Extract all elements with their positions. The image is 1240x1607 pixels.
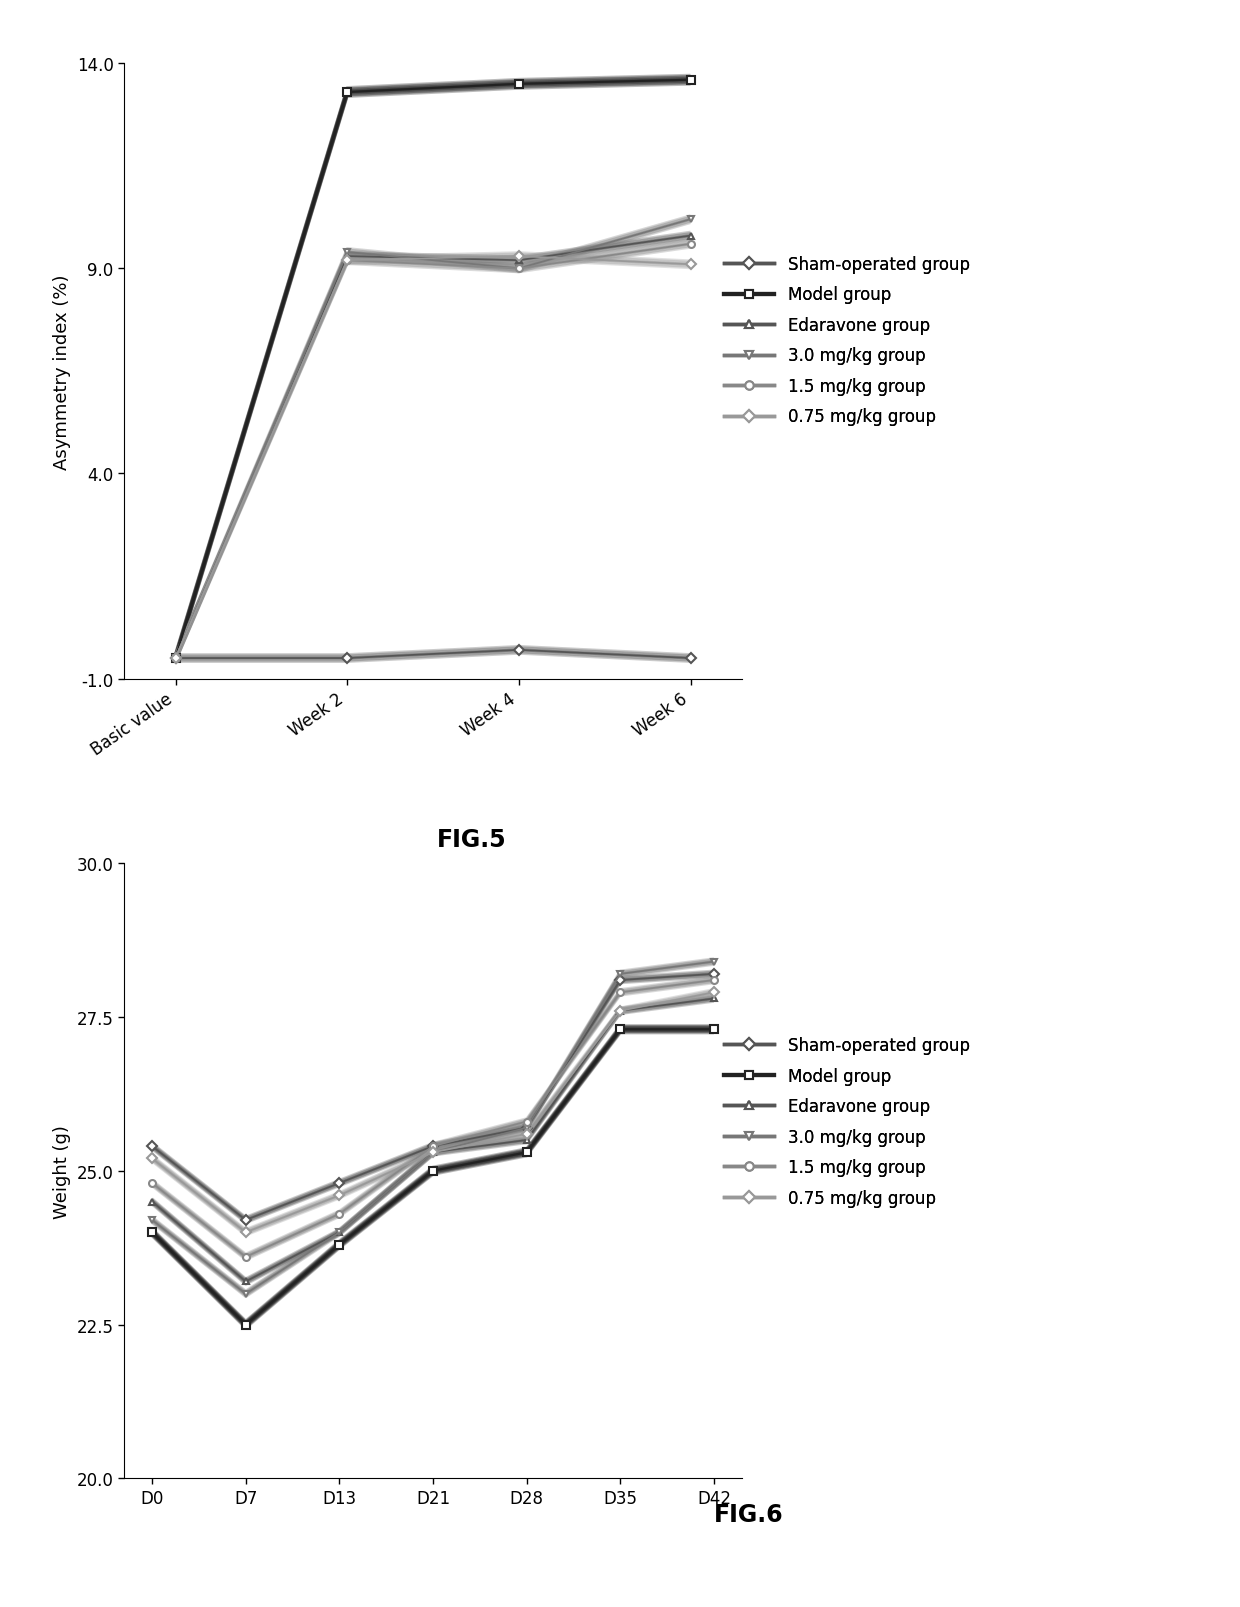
Sham-operated group [340,649,355,669]
Legend: Sham-operated group, Model group, Edaravone group, 3.0 mg/kg group, 1.5 mg/kg gr: Sham-operated group, Model group, Edarav… [718,1030,976,1213]
Line: Sham-operated group: Sham-operated group [172,648,694,662]
Model group [613,1020,627,1040]
3.0 mg/kg group [613,964,627,983]
0.75 mg/kg group [613,1001,627,1020]
Edaravone group [238,1273,253,1292]
0.75 mg/kg group [145,1149,160,1168]
3.0 mg/kg group [169,649,184,669]
Edaravone group [520,1131,534,1151]
Edaravone group [683,227,698,246]
0.75 mg/kg group [683,256,698,275]
Edaravone group [340,247,355,267]
Y-axis label: Weight (g): Weight (g) [53,1125,71,1218]
Line: Edaravone group: Edaravone group [149,995,718,1286]
Edaravone group [332,1223,347,1242]
0.75 mg/kg group [511,247,526,267]
3.0 mg/kg group [238,1284,253,1303]
Sham-operated group [511,641,526,660]
Model group [169,649,184,669]
1.5 mg/kg group [145,1173,160,1192]
Model group [340,84,355,103]
1.5 mg/kg group [425,1136,440,1155]
0.75 mg/kg group [520,1125,534,1144]
Model group [425,1162,440,1181]
Edaravone group [145,1192,160,1212]
Edaravone group [707,990,722,1009]
Sham-operated group [520,1118,534,1138]
Line: 0.75 mg/kg group: 0.75 mg/kg group [172,254,694,662]
Sham-operated group [425,1136,440,1155]
1.5 mg/kg group [707,971,722,990]
Model group [238,1315,253,1334]
Model group [511,76,526,95]
Line: 1.5 mg/kg group: 1.5 mg/kg group [149,977,718,1260]
Model group [707,1020,722,1040]
Edaravone group [425,1143,440,1162]
0.75 mg/kg group [425,1143,440,1162]
Line: Edaravone group: Edaravone group [172,233,694,662]
Line: 3.0 mg/kg group: 3.0 mg/kg group [172,217,694,662]
3.0 mg/kg group [707,953,722,972]
Line: Model group: Model group [148,1025,718,1329]
Model group [683,71,698,90]
1.5 mg/kg group [340,251,355,270]
3.0 mg/kg group [425,1143,440,1162]
Text: FIG.6: FIG.6 [714,1503,784,1527]
0.75 mg/kg group [332,1186,347,1205]
Sham-operated group [169,649,184,669]
Legend: Sham-operated group, Model group, Edaravone group, 3.0 mg/kg group, 1.5 mg/kg gr: Sham-operated group, Model group, Edarav… [718,249,976,432]
Line: Model group: Model group [171,77,694,662]
3.0 mg/kg group [520,1118,534,1138]
3.0 mg/kg group [145,1210,160,1229]
Sham-operated group [238,1210,253,1229]
Sham-operated group [332,1173,347,1192]
Line: Sham-operated group: Sham-operated group [149,971,718,1223]
Model group [145,1223,160,1242]
Sham-operated group [707,964,722,983]
Line: 0.75 mg/kg group: 0.75 mg/kg group [149,990,718,1236]
1.5 mg/kg group [520,1112,534,1131]
1.5 mg/kg group [511,260,526,280]
0.75 mg/kg group [238,1223,253,1242]
1.5 mg/kg group [238,1247,253,1266]
Edaravone group [613,1001,627,1020]
Edaravone group [169,649,184,669]
Line: 1.5 mg/kg group: 1.5 mg/kg group [172,241,694,662]
Model group [520,1143,534,1162]
Model group [332,1236,347,1255]
Line: 3.0 mg/kg group: 3.0 mg/kg group [149,958,718,1297]
0.75 mg/kg group [169,649,184,669]
Sham-operated group [613,971,627,990]
0.75 mg/kg group [340,251,355,270]
3.0 mg/kg group [332,1223,347,1242]
Edaravone group [511,251,526,270]
Y-axis label: Asymmetry index (%): Asymmetry index (%) [53,275,71,469]
3.0 mg/kg group [340,243,355,262]
1.5 mg/kg group [332,1204,347,1223]
Sham-operated group [145,1136,160,1155]
1.5 mg/kg group [683,235,698,254]
3.0 mg/kg group [511,260,526,280]
1.5 mg/kg group [613,983,627,1003]
3.0 mg/kg group [683,211,698,230]
0.75 mg/kg group [707,983,722,1003]
Text: FIG.5: FIG.5 [436,828,506,852]
1.5 mg/kg group [169,649,184,669]
Sham-operated group [683,649,698,669]
